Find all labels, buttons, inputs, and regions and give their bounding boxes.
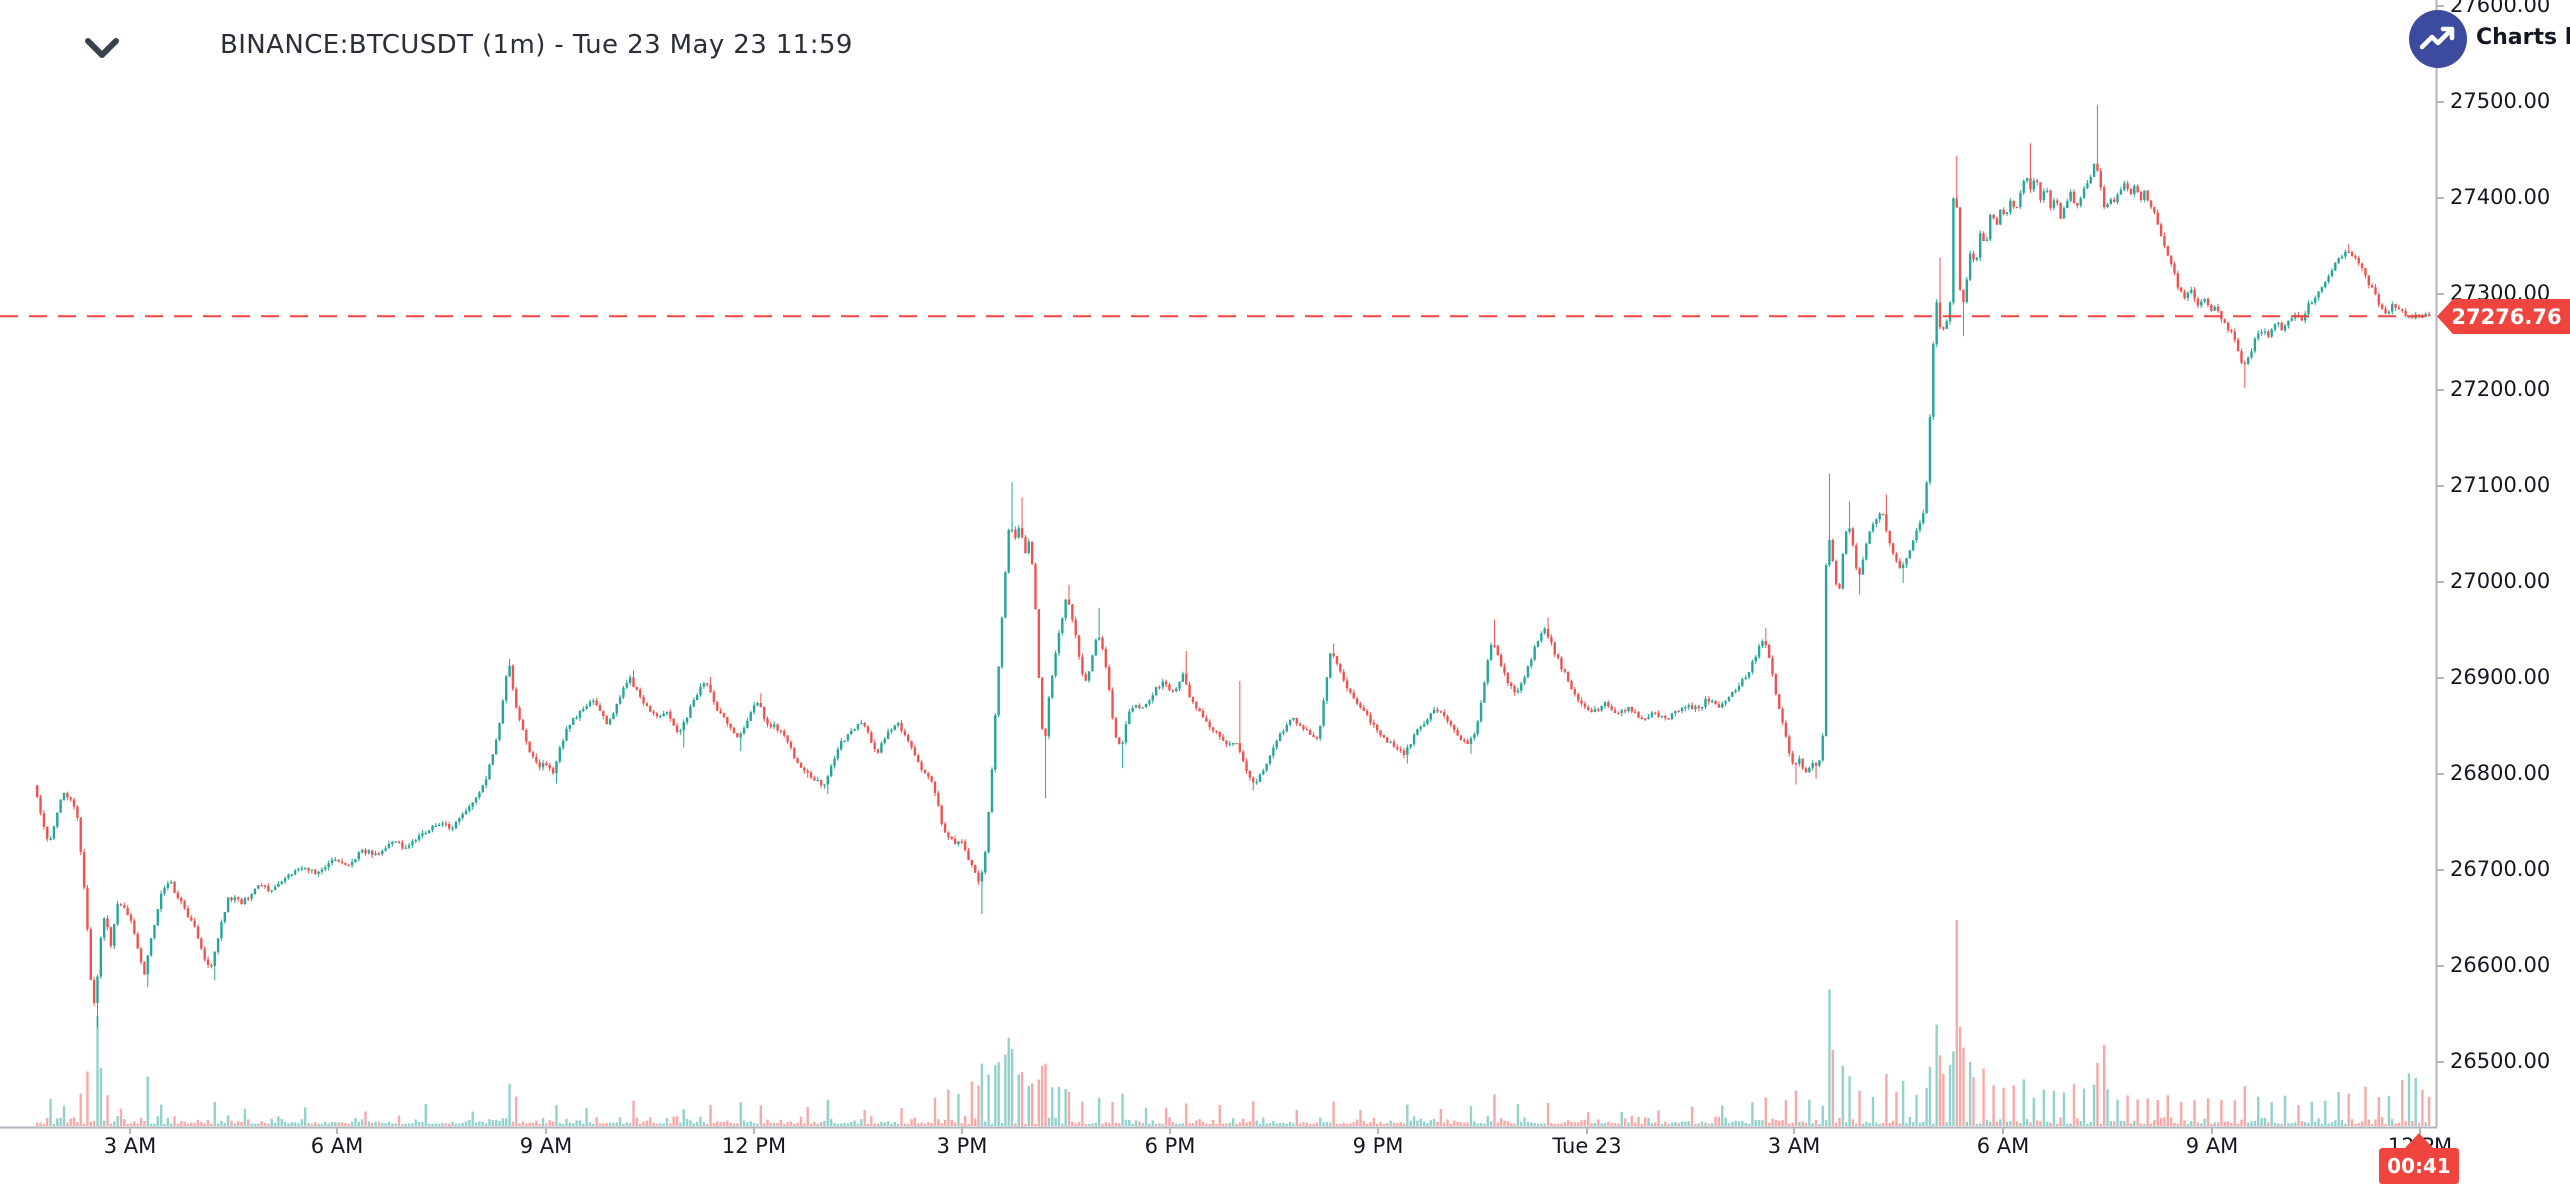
current-price-tag: 27276.76 xyxy=(2437,299,2570,334)
trending-up-arrow-icon xyxy=(2419,26,2455,50)
time-tick-label: 3 AM xyxy=(1767,1134,1821,1158)
price-tick-label: 27200.00 xyxy=(2450,377,2551,401)
time-tick-label: 6 AM xyxy=(1976,1134,2030,1158)
price-tick-label: 26600.00 xyxy=(2450,953,2551,977)
time-tick-label: Tue 23 xyxy=(1552,1134,1622,1158)
price-tick-label: 27000.00 xyxy=(2450,569,2551,593)
price-tick-label: 26800.00 xyxy=(2450,761,2551,785)
time-tick-label: 6 AM xyxy=(310,1134,364,1158)
chart-title: BINANCE:BTCUSDT (1m) - Tue 23 May 23 11:… xyxy=(220,30,853,60)
current-price-value: 27276.76 xyxy=(2451,304,2562,329)
price-tick-label: 27400.00 xyxy=(2450,185,2551,209)
chevron-down-icon xyxy=(85,38,119,58)
collapse-chevron-button[interactable] xyxy=(82,34,122,64)
time-tick-label: 9 AM xyxy=(2185,1134,2239,1158)
tradingview-logo-icon[interactable] xyxy=(2409,10,2467,68)
axis-lines xyxy=(0,0,2444,1134)
candle-countdown-tag: 00:41 xyxy=(2379,1148,2459,1184)
price-tick-label: 26900.00 xyxy=(2450,665,2551,689)
time-tick-label: 12 PM xyxy=(721,1134,787,1158)
time-tick-label: 6 PM xyxy=(1144,1134,1196,1158)
time-tick-label: 3 AM xyxy=(103,1134,157,1158)
price-tick-label: 26700.00 xyxy=(2450,857,2551,881)
price-tick-label: 27600.00 xyxy=(2450,0,2551,17)
countdown-value: 00:41 xyxy=(2387,1154,2451,1178)
volume-series xyxy=(36,920,2431,1126)
candle-series xyxy=(36,104,2431,1028)
price-tick-label: 27100.00 xyxy=(2450,473,2551,497)
price-tick-label: 27500.00 xyxy=(2450,89,2551,113)
countdown-arrow-icon xyxy=(2404,1133,2434,1149)
time-tick-label: 9 PM xyxy=(1352,1134,1404,1158)
price-tick-label: 26500.00 xyxy=(2450,1049,2551,1073)
time-tick-label: 3 PM xyxy=(936,1134,988,1158)
time-tick-label: 9 AM xyxy=(519,1134,573,1158)
attribution-label[interactable]: Charts by TradingView xyxy=(2476,25,2570,50)
